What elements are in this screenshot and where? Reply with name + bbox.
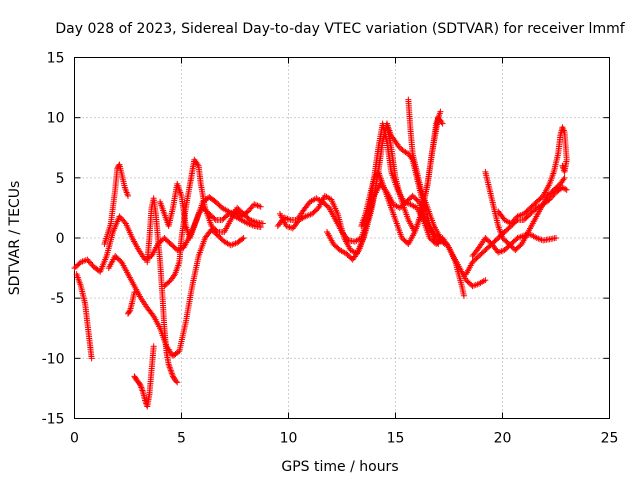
series-track-m bbox=[358, 108, 444, 248]
series-track-o bbox=[405, 96, 489, 290]
chart-title: Day 028 of 2023, Sidereal Day-to-day VTE… bbox=[55, 21, 625, 37]
data-point bbox=[474, 246, 481, 253]
y-tick-label: -5 bbox=[51, 291, 65, 307]
data-point bbox=[511, 216, 518, 223]
y-tick-label: 10 bbox=[47, 111, 65, 127]
data-point bbox=[257, 203, 264, 210]
data-point bbox=[121, 219, 128, 226]
data-point bbox=[247, 205, 254, 212]
series-track-h bbox=[161, 156, 266, 290]
data-point bbox=[240, 235, 247, 241]
series-track-b bbox=[73, 271, 95, 362]
series-track-r bbox=[482, 168, 568, 254]
data-point bbox=[435, 241, 442, 248]
data-point bbox=[131, 289, 138, 296]
data-point bbox=[559, 162, 566, 169]
data-point bbox=[244, 208, 251, 215]
data-point bbox=[173, 378, 180, 385]
x-tick-label: 0 bbox=[70, 431, 79, 447]
data-point bbox=[117, 214, 124, 221]
data-point bbox=[563, 186, 570, 193]
data-point bbox=[137, 381, 144, 388]
series-track-g bbox=[144, 195, 181, 386]
y-axis-label: SDTVAR / TECUs bbox=[7, 181, 23, 296]
data-point bbox=[549, 193, 556, 200]
data-point bbox=[508, 220, 515, 227]
data-point bbox=[85, 258, 92, 265]
x-tick-label: 25 bbox=[601, 431, 619, 447]
data-point bbox=[510, 217, 517, 224]
series-track-i bbox=[157, 180, 264, 241]
data-point bbox=[437, 108, 444, 115]
data-point bbox=[213, 227, 220, 234]
data-point bbox=[439, 120, 446, 127]
x-tick-label: 10 bbox=[280, 431, 298, 447]
series-track-c bbox=[101, 161, 131, 248]
data-point bbox=[86, 259, 93, 266]
data-point bbox=[509, 219, 516, 226]
x-tick-label: 5 bbox=[177, 431, 186, 447]
data-point bbox=[116, 213, 123, 220]
x-tick-label: 20 bbox=[494, 431, 512, 447]
series-track-a bbox=[71, 194, 264, 275]
data-point bbox=[246, 207, 253, 214]
data-point bbox=[259, 220, 266, 227]
y-tick-label: 5 bbox=[56, 171, 65, 187]
data-point bbox=[120, 217, 127, 224]
data-point bbox=[562, 186, 569, 193]
y-tick-label: 0 bbox=[56, 231, 65, 247]
data-point bbox=[460, 292, 467, 299]
axis-ticks bbox=[74, 57, 610, 419]
data-point bbox=[84, 256, 91, 263]
data-point bbox=[482, 277, 489, 284]
series-track-q bbox=[463, 184, 570, 278]
x-axis-label: GPS time / hours bbox=[281, 459, 398, 475]
y-tick-label: 15 bbox=[47, 51, 65, 67]
data-point bbox=[125, 192, 131, 199]
data-point bbox=[88, 355, 95, 362]
data-point bbox=[257, 224, 264, 231]
data-point bbox=[553, 235, 559, 241]
data-point bbox=[239, 235, 246, 242]
y-tick-label: -10 bbox=[42, 351, 65, 367]
data-point bbox=[88, 260, 95, 267]
data-points bbox=[71, 96, 570, 410]
data-point bbox=[174, 379, 181, 386]
x-tick-label: 15 bbox=[387, 431, 405, 447]
data-point bbox=[561, 174, 568, 181]
data-point bbox=[126, 308, 133, 315]
series-track-f bbox=[131, 343, 157, 410]
data-point bbox=[149, 311, 156, 318]
series-track-s bbox=[495, 124, 570, 227]
data-point bbox=[119, 216, 126, 223]
tick-labels: 0 5 10 15 20 25 -15 -10 -5 0 5 10 15 bbox=[42, 51, 619, 447]
data-point bbox=[248, 204, 255, 211]
y-tick-label: -15 bbox=[42, 412, 65, 428]
series-track-e bbox=[125, 289, 138, 317]
data-point bbox=[414, 197, 421, 204]
data-point bbox=[150, 343, 157, 350]
data-point bbox=[211, 215, 218, 222]
